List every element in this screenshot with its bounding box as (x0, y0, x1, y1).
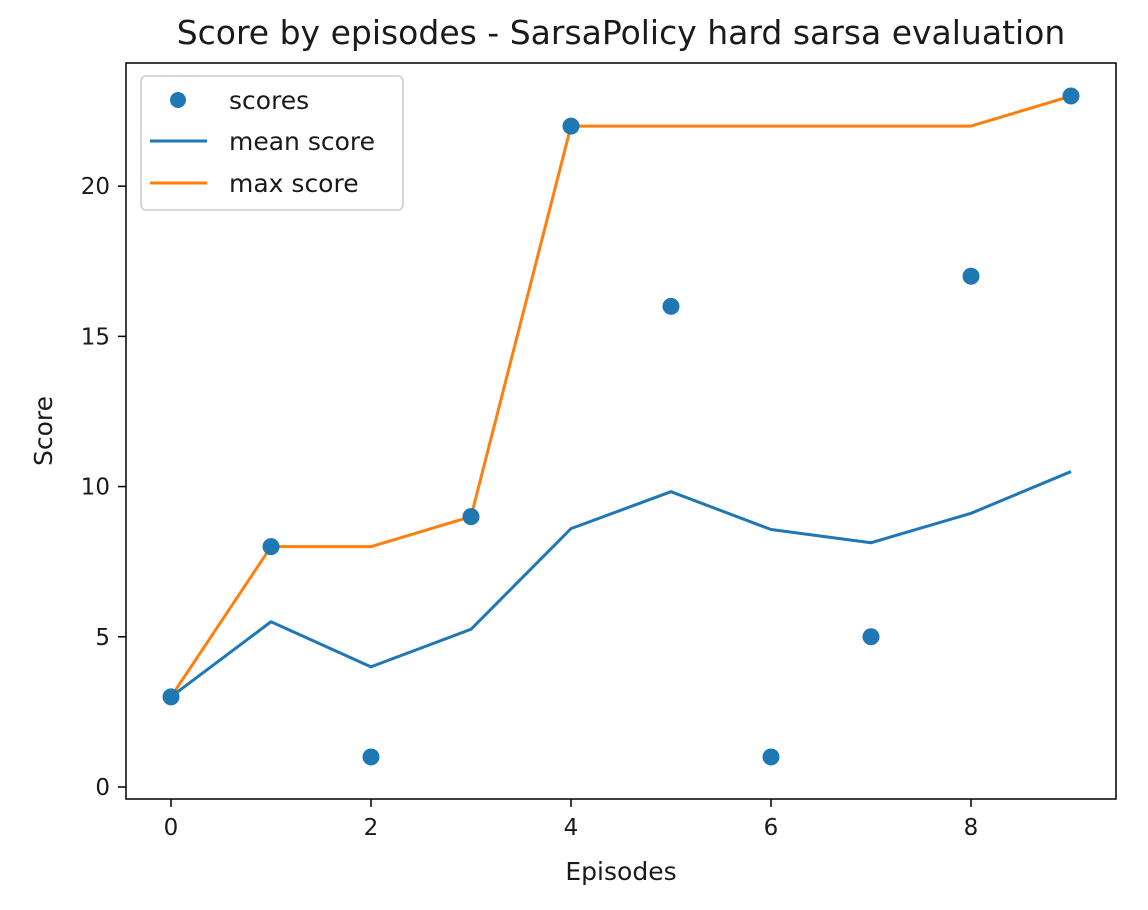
series-line-mean-score (170, 470, 1072, 699)
y-axis-label: Score (29, 396, 58, 466)
x-tick-label: 4 (564, 815, 579, 841)
y-tick-label: 0 (95, 775, 110, 801)
x-tick-label: 0 (164, 815, 179, 841)
legend-box (140, 75, 404, 211)
scatter-point (462, 508, 480, 526)
y-tick-label: 5 (95, 625, 110, 651)
chart-title: Score by episodes - SarsaPolicy hard sar… (177, 13, 1066, 52)
scatter-point (162, 688, 180, 706)
plot-frame (125, 62, 1117, 800)
legend: scores mean score max score (140, 75, 404, 211)
y-tick-label: 15 (81, 324, 110, 350)
scatter-point (962, 267, 980, 285)
scatter-point (1062, 87, 1080, 105)
scatter-point (862, 628, 880, 646)
x-axis-label: Episodes (565, 857, 676, 886)
axis-ticks: 0 2 4 6 8 0 5 10 15 20 (81, 174, 979, 841)
scatter-point (262, 538, 280, 556)
plot-area (162, 87, 1080, 766)
x-tick-label: 8 (964, 815, 979, 841)
x-tick-label: 6 (764, 815, 779, 841)
legend-max-score-label: max score (229, 169, 359, 198)
x-tick-label: 2 (364, 815, 379, 841)
legend-scores-marker (170, 92, 186, 108)
scatter-point (362, 748, 380, 766)
scatter-point (662, 297, 680, 315)
legend-mean-score-label: mean score (229, 127, 375, 156)
series-line-max-score (169, 94, 1072, 698)
y-tick-label: 10 (81, 475, 110, 501)
scatter-point (762, 748, 780, 766)
scatter-point (562, 117, 580, 135)
y-tick-label: 20 (81, 174, 110, 200)
legend-scores-label: scores (229, 86, 309, 115)
